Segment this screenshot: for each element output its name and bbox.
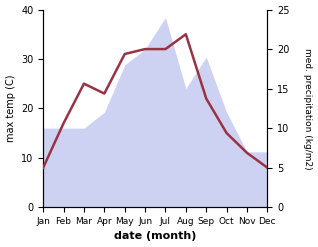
Y-axis label: med. precipitation (kg/m2): med. precipitation (kg/m2) (303, 48, 313, 169)
Y-axis label: max temp (C): max temp (C) (5, 75, 16, 142)
X-axis label: date (month): date (month) (114, 231, 197, 242)
